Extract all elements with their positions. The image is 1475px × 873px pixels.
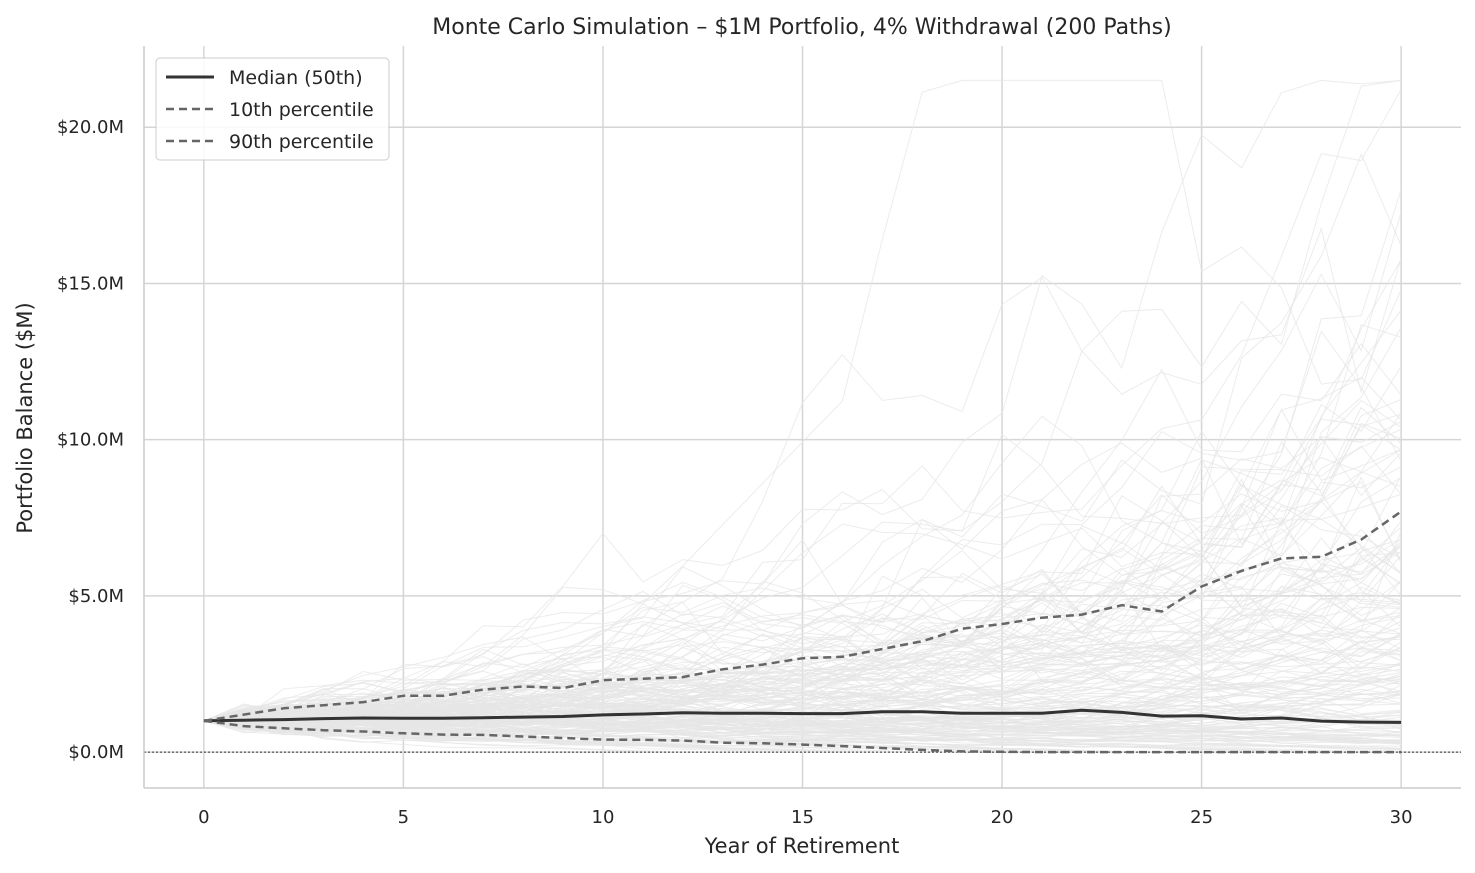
y-tick-label: $10.0M [57, 430, 124, 451]
y-tick-label: $20.0M [57, 117, 124, 138]
axis-spines [143, 46, 1461, 789]
x-tick-label: 30 [1390, 807, 1413, 828]
simulated-path [203, 719, 1402, 750]
series-line-2 [203, 510, 1402, 723]
simulated-path [203, 569, 1402, 722]
simulated-path [203, 704, 1402, 744]
simulated-path [203, 399, 1402, 723]
simulated-path [203, 580, 1402, 722]
y-tick-label: $15.0M [57, 273, 124, 294]
simulated-path [203, 330, 1402, 722]
series-line-1 [203, 719, 1402, 754]
x-tick-label: 25 [1190, 807, 1213, 828]
simulated-path [203, 531, 1402, 725]
legend-box [155, 57, 390, 161]
simulated-path [203, 636, 1402, 722]
simulated-path [203, 700, 1402, 738]
simulated-path [203, 418, 1402, 722]
simulated-path [203, 701, 1402, 745]
x-tick-labels: 0 5 10 15 20 25 30 [198, 807, 1412, 828]
simulated-path [203, 668, 1402, 726]
y-tick-label: $0.0M [68, 742, 124, 763]
percentile-series [203, 510, 1402, 754]
simulated-path [203, 555, 1402, 722]
simulated-path [203, 539, 1402, 722]
simulated-path [203, 634, 1402, 726]
x-tick-label: 5 [398, 807, 409, 828]
simulated-path [203, 309, 1402, 722]
x-axis-label: Year of Retirement [704, 834, 900, 858]
legend-label-2: 90th percentile [229, 131, 374, 153]
simulated-path [203, 89, 1402, 725]
simulated-path [203, 79, 1402, 722]
legend-label-0: Median (50th) [229, 67, 363, 89]
simulated-path [203, 539, 1402, 727]
simulated-path [203, 408, 1402, 722]
x-tick-label: 20 [991, 807, 1014, 828]
simulated-path [203, 720, 1402, 743]
x-tick-label: 0 [198, 807, 209, 828]
simulated-path [203, 259, 1402, 722]
simulated-path [203, 639, 1402, 734]
x-tick-label: 10 [592, 807, 615, 828]
series-line-0 [203, 708, 1402, 724]
simulated-path [203, 366, 1402, 723]
chart-title: Monte Carlo Simulation – $1M Portfolio, … [432, 15, 1171, 40]
y-axis-label: Portfolio Balance ($M) [13, 302, 37, 533]
simulated-path [203, 436, 1402, 723]
y-tick-label: $5.0M [68, 586, 124, 607]
y-tick-labels: $0.0M $5.0M $10.0M $15.0M $20.0M [57, 117, 124, 763]
legend: Median (50th) 10th percentile 90th percent… [155, 57, 390, 161]
simulated-path [203, 520, 1402, 722]
simulated-path [203, 471, 1402, 722]
legend-label-1: 10th percentile [229, 99, 374, 121]
x-tick-label: 15 [791, 807, 814, 828]
simulated-path [203, 679, 1402, 723]
simulated-path [203, 614, 1402, 725]
